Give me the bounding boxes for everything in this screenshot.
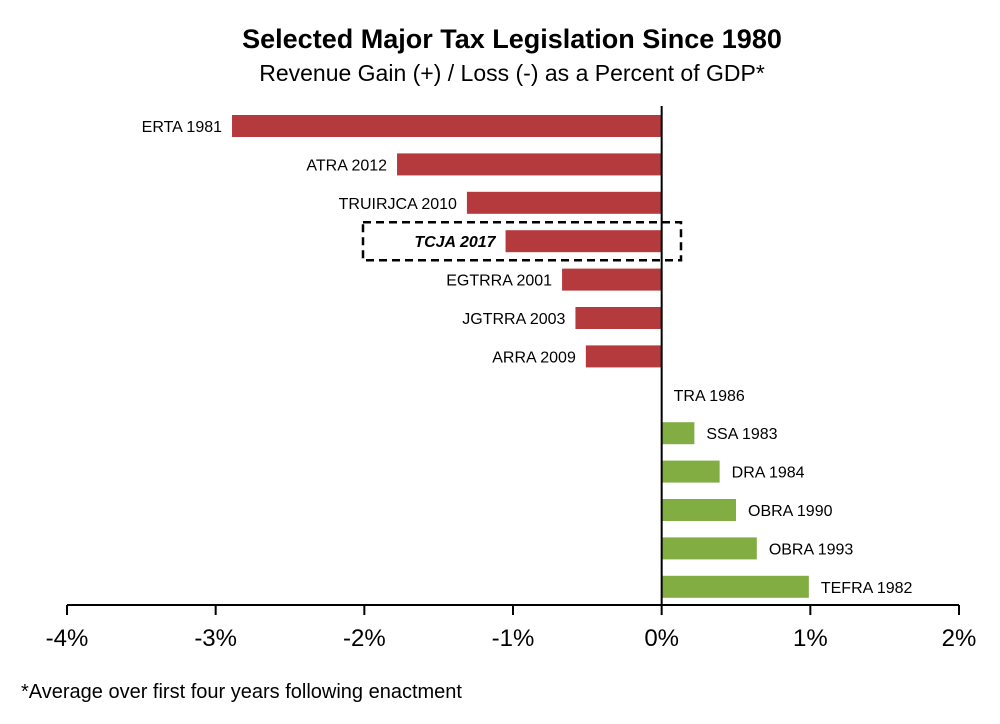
bar-jgtrra-2003 <box>575 307 662 329</box>
category-label-arra-2009: ARRA 2009 <box>492 349 576 366</box>
category-label-jgtrra-2003: JGTRRA 2003 <box>462 311 565 328</box>
x-tick-label-2: -2% <box>343 625 386 652</box>
bar-atra-2012 <box>397 153 662 176</box>
category-label-atra-2012: ATRA 2012 <box>306 157 387 174</box>
bar-arra-2009 <box>585 345 662 368</box>
category-label-tcja-2017: TCJA 2017 <box>414 234 496 251</box>
x-tick-label-6: 2% <box>942 625 977 652</box>
category-label-truirjca-2010: TRUIRJCA 2010 <box>339 196 457 213</box>
category-label-tefra-1982: TEFRA 1982 <box>821 580 913 597</box>
highlight-box <box>361 220 683 262</box>
chart-footnote: *Average over first four years following… <box>21 681 462 703</box>
bar-erta-1981 <box>232 115 662 137</box>
category-label-egtrra-2001: EGTRRA 2001 <box>446 273 552 290</box>
bar-tcja-2017 <box>505 230 662 253</box>
category-label-ssa-1983: SSA 1983 <box>706 426 777 443</box>
x-tick-label-4: 0% <box>644 625 679 652</box>
x-tick-label-1: -3% <box>194 625 237 652</box>
bar-truirjca-2010 <box>466 191 662 214</box>
bars-group <box>232 115 809 598</box>
x-tick-label-0: -4% <box>46 625 89 652</box>
axes-group: -4% -3% -2% -1% 0% 1% 2% <box>46 106 977 652</box>
category-label-obra-1990: OBRA 1990 <box>748 503 833 520</box>
bar-egtrra-2001 <box>562 268 662 291</box>
category-labels-group: ERTA 1981 ATRA 2012 TRUIRJCA 2010 TCJA 2017… <box>142 119 913 597</box>
bar-obra-1993 <box>661 537 757 560</box>
category-label-tra-1986: TRA 1986 <box>674 388 745 405</box>
bar-tefra-1982 <box>661 575 809 598</box>
category-label-dra-1984: DRA 1984 <box>732 465 805 482</box>
bar-obra-1990 <box>661 499 736 521</box>
bar-dra-1984 <box>661 460 720 483</box>
x-tick-label-3: -1% <box>492 625 535 652</box>
bar-ssa-1983 <box>661 422 695 445</box>
category-label-erta-1981: ERTA 1981 <box>142 119 222 136</box>
category-label-obra-1993: OBRA 1993 <box>769 541 854 558</box>
x-tick-label-5: 1% <box>793 625 828 652</box>
chart-subtitle: Revenue Gain (+) / Loss (-) as a Percent… <box>259 60 765 86</box>
chart-title: Selected Major Tax Legislation Since 198… <box>242 24 782 54</box>
